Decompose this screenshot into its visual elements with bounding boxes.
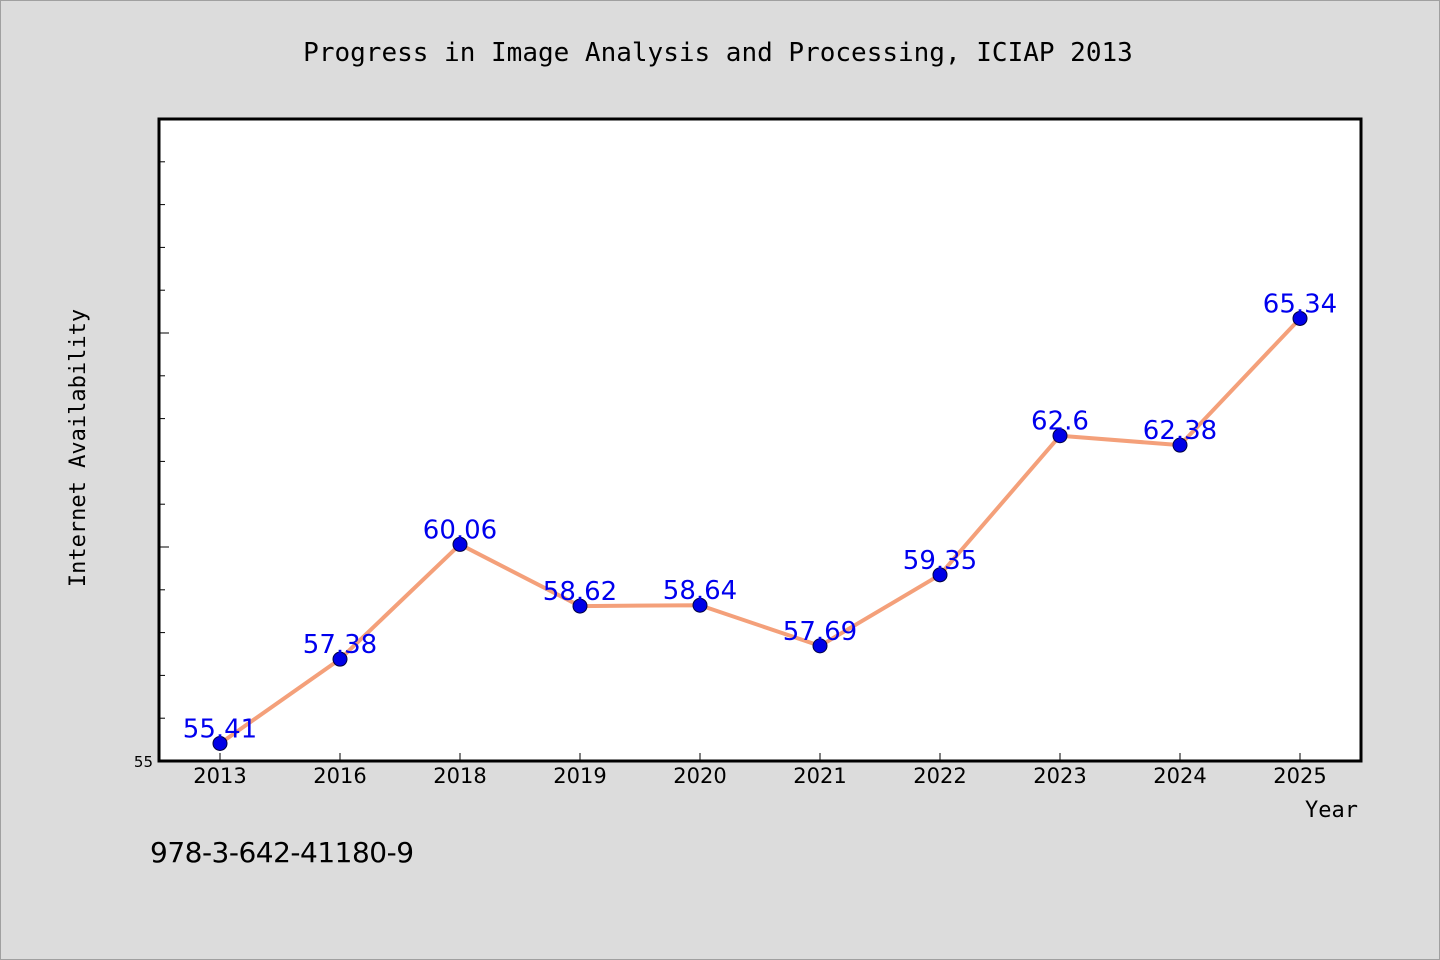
x-tick-label: 2020 (673, 764, 726, 788)
x-tick-label: 2021 (793, 764, 846, 788)
x-tick-label: 2025 (1273, 764, 1326, 788)
data-label: 62.6 (1031, 407, 1089, 437)
x-tick-label: 2023 (1033, 764, 1086, 788)
data-point (212, 735, 228, 751)
x-tick-label: 2018 (433, 764, 486, 788)
x-tick-label: 2022 (913, 764, 966, 788)
x-tick-label: 2024 (1153, 764, 1206, 788)
data-label: 60.06 (423, 515, 497, 545)
data-label: 62.38 (1143, 416, 1217, 446)
data-label: 57.38 (303, 630, 377, 660)
data-point (1292, 310, 1308, 326)
data-point (1172, 437, 1188, 453)
isbn-text: 978-3-642-41180-9 (150, 836, 414, 869)
data-label: 57.69 (783, 617, 857, 647)
chart-title: Progress in Image Analysis and Processin… (303, 38, 1133, 68)
data-label: 59.35 (903, 546, 977, 576)
x-tick-label: 2019 (553, 764, 606, 788)
data-point (932, 567, 948, 583)
data-point (332, 651, 348, 667)
y-tick-label: 55 (134, 753, 153, 771)
y-axis-label: Internet Availability (66, 309, 91, 587)
data-point (572, 598, 588, 614)
data-point (692, 597, 708, 613)
x-axis-label: Year (1305, 798, 1358, 823)
x-axis-tick-labels: 2013 2016 2018 2019 2020 2021 2022 2023 2024 2025 (193, 764, 1326, 788)
data-point (452, 536, 468, 552)
data-label: 65.34 (1263, 289, 1337, 319)
data-label: 58.62 (543, 577, 617, 607)
x-tick-label: 2016 (313, 764, 366, 788)
x-axis-ticks (219, 753, 1301, 761)
data-point (1052, 428, 1068, 444)
y-axis-tick-labels: 55 (134, 753, 153, 771)
series-markers (212, 310, 1308, 751)
y-axis-ticks (159, 161, 169, 719)
data-label: 58.64 (663, 576, 737, 606)
data-labels: 55.41 57.38 60.06 58.62 58.64 57.69 59.35 62.6 6… (183, 289, 1337, 744)
data-point (812, 638, 828, 654)
plot-area (157, 117, 1363, 763)
data-label: 55.41 (183, 714, 257, 744)
series-line (218, 317, 1302, 746)
x-tick-label: 2013 (193, 764, 246, 788)
